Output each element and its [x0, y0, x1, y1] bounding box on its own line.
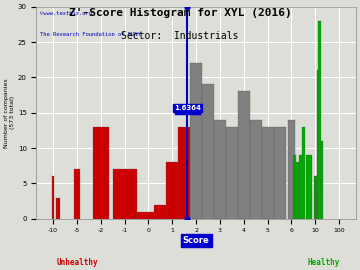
Bar [262, 127, 274, 219]
Bar [190, 63, 202, 219]
Bar [296, 162, 299, 219]
Text: Unhealthy: Unhealthy [56, 258, 98, 266]
Bar [178, 127, 190, 219]
Bar [238, 92, 250, 219]
Bar [154, 205, 166, 219]
Bar [226, 127, 238, 219]
Bar [166, 162, 178, 219]
Bar [288, 120, 295, 219]
Bar [318, 70, 319, 219]
Bar [318, 21, 321, 219]
Text: The Research Foundation of SUNY: The Research Foundation of SUNY [40, 32, 140, 37]
Bar [113, 169, 136, 219]
Bar [314, 176, 317, 219]
Bar [52, 176, 54, 219]
Text: Healthy: Healthy [307, 258, 339, 266]
Bar [321, 141, 323, 219]
Bar [274, 127, 285, 219]
Bar [55, 198, 60, 219]
Bar [299, 155, 302, 219]
Bar [93, 127, 109, 219]
Bar [293, 155, 296, 219]
Text: Sector:  Industrials: Sector: Industrials [121, 31, 239, 41]
X-axis label: Score: Score [183, 236, 210, 245]
Bar [74, 169, 80, 219]
Bar [302, 127, 305, 219]
Text: Z'-Score Histogram for XYL (2016): Z'-Score Histogram for XYL (2016) [69, 8, 291, 18]
Y-axis label: Number of companies
(573 total): Number of companies (573 total) [4, 78, 15, 147]
Bar [136, 212, 161, 219]
Text: ©www.textbiz.org: ©www.textbiz.org [40, 11, 92, 16]
Bar [306, 155, 312, 219]
Bar [202, 85, 214, 219]
Bar [214, 120, 226, 219]
Bar [250, 120, 262, 219]
Text: 1.6364: 1.6364 [174, 104, 201, 111]
